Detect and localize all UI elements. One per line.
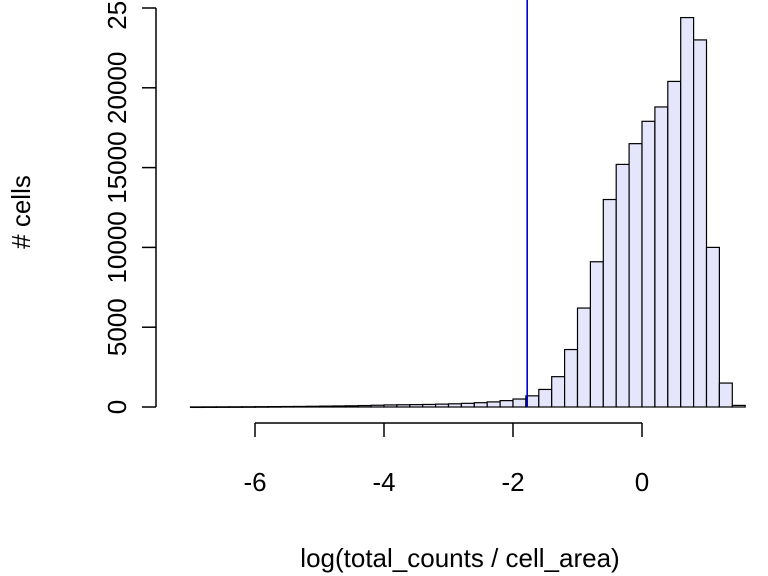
histogram-bar	[692, 39, 708, 408]
histogram-bar	[563, 348, 579, 408]
histogram-bar	[641, 120, 656, 408]
histogram-bar	[202, 406, 217, 408]
histogram-bar	[357, 404, 372, 408]
histogram-bar	[228, 406, 243, 408]
histogram-bar	[267, 406, 282, 408]
y-axis: 0 5000 10000 15000 20000 250	[102, 0, 157, 414]
histogram-bar	[551, 376, 566, 408]
histogram-bar	[486, 401, 501, 408]
y-tick-label: 15000	[102, 131, 132, 203]
histogram-bar	[473, 402, 488, 408]
histogram-bar	[280, 405, 295, 408]
histogram-bar	[396, 404, 411, 408]
histogram-bar	[654, 106, 669, 408]
histogram-bar	[254, 406, 269, 408]
histogram-bar	[318, 405, 333, 408]
histogram-bar	[628, 143, 643, 408]
histogram-bar	[447, 403, 462, 408]
histogram-bar	[731, 404, 746, 408]
y-tick-label: 20000	[102, 52, 132, 124]
histogram-bars	[189, 16, 746, 409]
x-tick-label: -4	[372, 467, 395, 497]
histogram-bar	[680, 16, 695, 408]
histogram-bar	[293, 405, 308, 408]
histogram-bar	[589, 261, 604, 408]
y-tick-label: 10000	[102, 211, 132, 283]
histogram-bar	[460, 402, 475, 408]
x-tick-label: 0	[635, 467, 649, 497]
histogram-bar	[422, 403, 437, 408]
histogram-bar	[499, 400, 514, 408]
histogram-bar	[512, 398, 527, 408]
x-tick-label: -6	[243, 467, 266, 497]
histogram-bar	[602, 198, 617, 408]
y-axis-title: # cells	[6, 175, 36, 249]
histogram-bar	[705, 246, 720, 408]
histogram-bar	[435, 403, 450, 408]
histogram-bar	[241, 406, 256, 408]
histogram-bar	[189, 406, 204, 409]
histogram-bar	[215, 406, 230, 408]
x-axis-title: log(total_counts / cell_area)	[300, 543, 619, 573]
y-tick-label: 5000	[102, 298, 132, 356]
histogram-bar	[383, 404, 398, 408]
histogram-bar	[576, 307, 591, 408]
x-axis: -6 -4 -2 0	[243, 422, 649, 497]
histogram-bar	[718, 382, 733, 408]
x-tick-label: -2	[501, 467, 524, 497]
y-tick-label: 250	[102, 0, 132, 30]
histogram-bar	[615, 163, 630, 408]
histogram-bar	[331, 405, 346, 408]
histogram-bar	[344, 405, 359, 408]
histogram-bar	[306, 405, 321, 408]
histogram-bar	[667, 80, 682, 408]
histogram-bar	[409, 404, 424, 408]
histogram-bar	[370, 404, 385, 408]
y-tick-label: 0	[102, 400, 132, 414]
histogram-bar	[538, 388, 553, 408]
